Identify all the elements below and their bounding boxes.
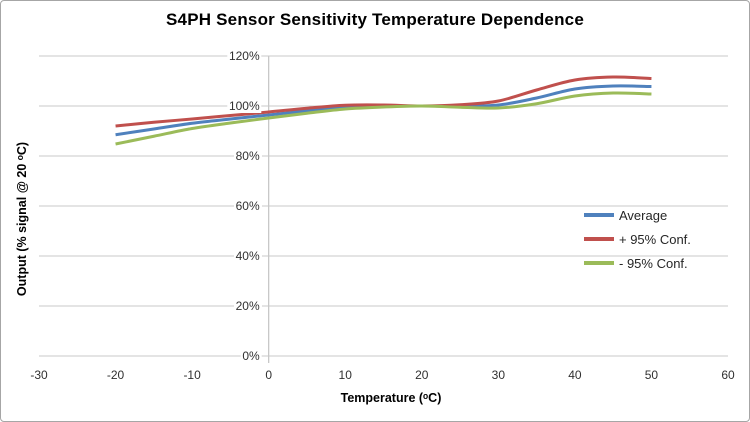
x-tick-label: 30: [491, 368, 506, 382]
x-tick-label: 10: [338, 368, 352, 382]
legend-label: - 95% Conf.: [619, 255, 688, 271]
y-tick-label: 80%: [233, 149, 262, 163]
legend-item: Average: [584, 203, 691, 227]
x-tick-label: 60: [721, 368, 735, 382]
series-line-95-conf: [115, 75, 652, 128]
legend-item: - 95% Conf.: [584, 251, 691, 275]
legend-item: + 95% Conf.: [584, 227, 691, 251]
y-tick-label: 100%: [226, 99, 262, 113]
y-tick-label: 20%: [233, 299, 262, 313]
x-axis-title: Temperature (ᵒC): [340, 391, 442, 405]
y-tick-label: 60%: [233, 199, 262, 213]
x-tick-label: 0: [265, 368, 272, 382]
x-tick-label: 20: [415, 368, 429, 382]
x-tick-label: 40: [568, 368, 582, 382]
x-tick-label: -10: [183, 368, 201, 382]
x-tick-label: 50: [644, 368, 659, 382]
legend-swatch-line: [584, 237, 614, 241]
series-line-95-conf: [115, 91, 652, 146]
legend-swatch-line: [584, 261, 614, 265]
x-tick-label: -30: [30, 368, 48, 382]
y-tick-label: 120%: [226, 49, 262, 63]
x-tick-label: -20: [106, 368, 125, 382]
legend-label: Average: [619, 207, 668, 223]
legend-label: + 95% Conf.: [619, 231, 691, 247]
legend: Average + 95% Conf. - 95% Conf.: [584, 203, 691, 275]
y-tick-label: 40%: [233, 249, 262, 263]
y-tick-label: 0%: [240, 349, 262, 363]
chart-title: S4PH Sensor Sensitivity Temperature Depe…: [166, 10, 584, 29]
y-axis-title: Output (% signal @ 20 ᵒC): [15, 141, 29, 297]
legend-swatch-line: [584, 213, 614, 217]
